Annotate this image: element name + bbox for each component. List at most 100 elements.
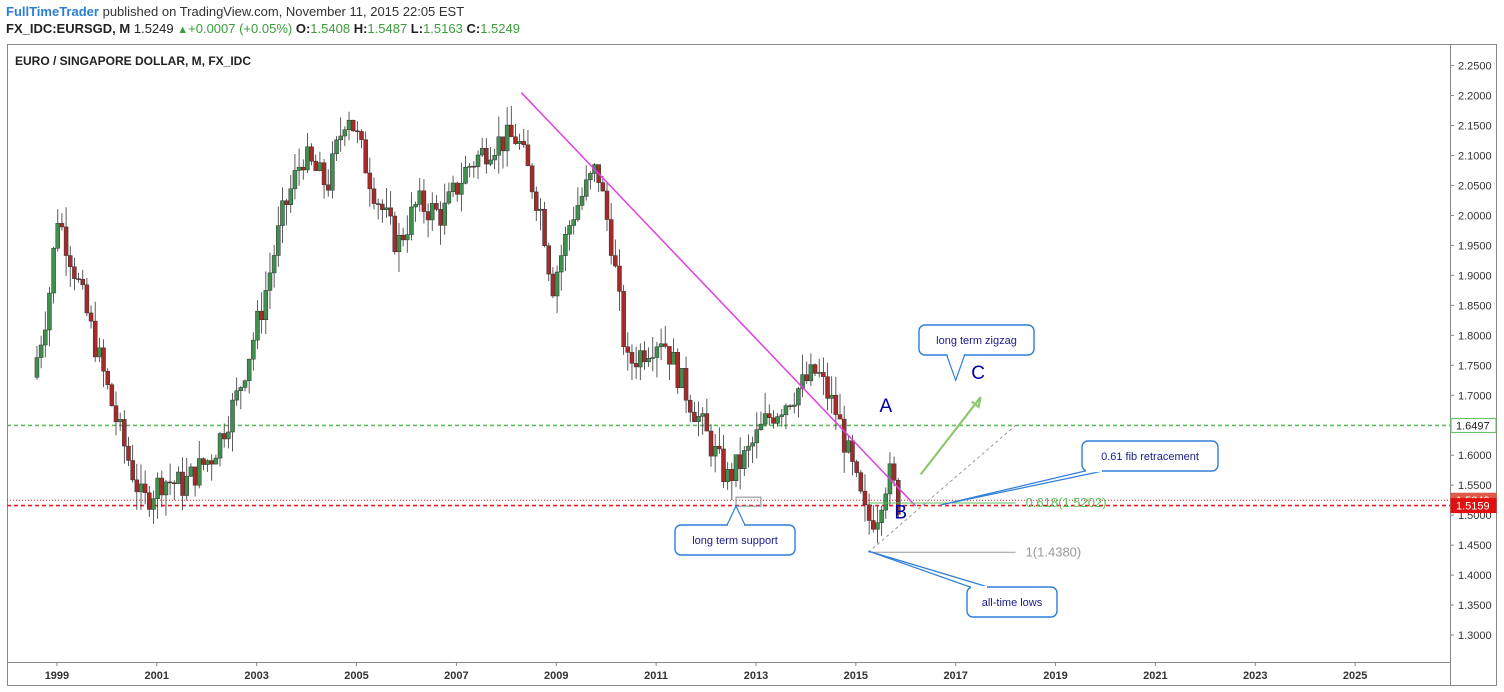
callout-long-term-support[interactable]: long term support (674, 504, 796, 556)
candle-body (375, 203, 381, 205)
price-change-value: +0.0007 (+0.05%) (188, 21, 293, 36)
candle-body (346, 119, 352, 130)
fib-trend-line[interactable] (867, 425, 1016, 553)
wave-label-a: A (879, 396, 892, 417)
candle-body (454, 182, 460, 195)
candle-body (409, 206, 414, 235)
candle-body (467, 165, 472, 168)
candle-body (371, 188, 377, 204)
candle-body (871, 520, 876, 530)
candle-body (617, 265, 622, 292)
x-axis-tick-label: 2005 (344, 670, 368, 682)
candle-body (234, 390, 239, 401)
candle-body (737, 454, 743, 469)
callout-text: all-time lows (982, 597, 1043, 609)
candle-body (172, 482, 177, 484)
candle-body (479, 148, 485, 156)
candle-body (429, 203, 435, 221)
candle-body (388, 207, 393, 217)
candle-body (284, 200, 289, 205)
fib-level-label: 0.618(1.5202) (1026, 495, 1107, 510)
candle-body (575, 205, 581, 220)
low-value: 1.5163 (423, 21, 463, 36)
author-link[interactable]: FullTimeTrader (6, 4, 99, 19)
candle-body (733, 454, 739, 481)
candle-body (363, 139, 368, 174)
chart-area[interactable]: EURO / SINGAPORE DOLLAR, M, FX_IDC 0.618… (7, 44, 1497, 686)
low-label: L: (410, 21, 424, 36)
wave-label-c: C (971, 363, 985, 384)
y-axis-tick-label: 1.3500 (1458, 600, 1492, 612)
high-value: 1.5487 (367, 21, 408, 36)
candle-body (338, 135, 343, 141)
candle-body (438, 209, 443, 226)
x-axis-tick-label: 2025 (1343, 670, 1367, 682)
candle-body (55, 223, 61, 249)
y-axis-tick-label: 1.7500 (1458, 360, 1492, 372)
candle-body (625, 346, 631, 353)
candle-body (742, 450, 747, 469)
candle-body (292, 170, 298, 190)
price-chart[interactable]: EURO / SINGAPORE DOLLAR, M, FX_IDC 0.618… (7, 44, 1497, 686)
candle-body (629, 352, 635, 364)
candle-body (846, 440, 851, 453)
candle-body (280, 200, 285, 226)
y-axis-tick-label: 2.1000 (1458, 150, 1492, 162)
candle-body (463, 167, 468, 184)
candle-body (63, 226, 69, 256)
callout-long-term-zigzag[interactable]: long term zigzag (918, 324, 1035, 383)
x-axis-tick-label: 2001 (145, 670, 169, 682)
wave-label-b: B (894, 503, 907, 524)
projection-arrow-line[interactable] (919, 396, 982, 476)
price-tag (1450, 498, 1497, 514)
callout-0-61-fib-retracement[interactable]: 0.61 fib retracement (940, 440, 1219, 506)
candle-body (563, 234, 568, 256)
x-axis-tick-label: 2011 (644, 670, 668, 682)
candle-body (712, 446, 718, 457)
candle-body (534, 191, 539, 211)
candle-body (567, 225, 572, 235)
chart-header: FullTimeTrader published on TradingView.… (0, 0, 1504, 40)
candle-body (400, 234, 406, 241)
candle-body (558, 255, 564, 273)
candle-body (471, 165, 477, 168)
candle-body (816, 372, 822, 374)
candle-body (579, 196, 585, 206)
candle-body (650, 357, 656, 359)
candle-body (67, 255, 73, 268)
candle-body (517, 141, 522, 144)
candle-body (246, 358, 252, 382)
candle-body (367, 172, 373, 190)
candle-body (296, 166, 302, 171)
candle-body (167, 481, 173, 484)
candle-body (126, 445, 131, 461)
candle-body (621, 291, 626, 348)
callout-text: 0.61 fib retracement (1101, 451, 1199, 463)
resistance-trendline[interactable] (520, 92, 917, 507)
last-price: 1.5249 (133, 21, 174, 36)
x-axis-tick-label: 2023 (1243, 670, 1267, 682)
candle-body (683, 368, 689, 401)
candle-body (34, 357, 40, 378)
y-axis-tick-label: 1.4500 (1458, 540, 1492, 552)
candle-body (829, 394, 834, 399)
symbol-name[interactable]: FX_IDC:EURSGD, M (6, 21, 131, 36)
candle-body (230, 399, 235, 433)
candle-body (542, 209, 547, 246)
candle-body (746, 445, 751, 451)
callout-all-time-lows[interactable]: all-time lows (868, 550, 1058, 618)
candle-body (43, 329, 48, 346)
candle-body (667, 346, 672, 365)
candle-body (521, 141, 527, 146)
candle-body (554, 271, 560, 297)
candle-body (313, 160, 318, 171)
candle-body (708, 430, 714, 457)
x-axis-tick-label: 2013 (744, 670, 768, 682)
close-value: 1.5249 (480, 21, 520, 36)
candle-body (271, 255, 277, 274)
candle-body (525, 144, 531, 167)
candle-body (642, 350, 647, 363)
candle-body (638, 350, 643, 368)
candle-body (459, 183, 464, 195)
support-box[interactable] (735, 496, 762, 507)
